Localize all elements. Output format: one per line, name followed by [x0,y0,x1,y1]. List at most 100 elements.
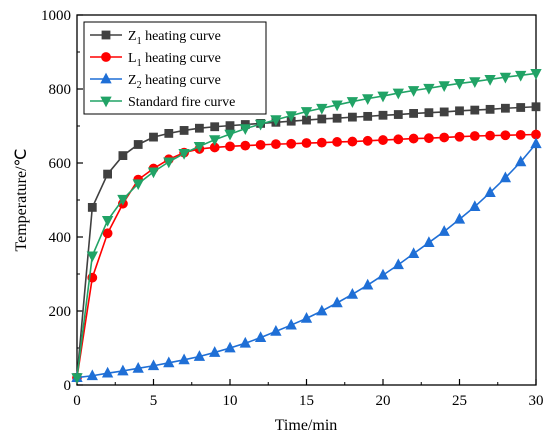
data-point [438,81,450,93]
data-point [149,132,158,142]
data-point [163,157,175,169]
data-point [270,115,282,127]
data-point [316,103,328,115]
data-point [515,70,527,82]
data-point [86,369,98,381]
legend-label: Z2 heating curve [128,73,221,91]
data-point [392,88,404,100]
y-tick-label: 800 [49,82,72,98]
data-point [377,268,389,280]
data-point [117,194,129,206]
data-point [469,77,481,88]
data-point [193,350,206,361]
data-point [147,167,160,179]
data-point [240,140,251,151]
data-point [530,137,542,149]
data-point [346,97,359,108]
data-point [102,228,113,239]
y-tick-label: 400 [49,230,72,246]
data-point [378,135,388,145]
legend-label-rest: heating curve [142,29,221,44]
data-point [485,104,495,114]
data-point [178,148,190,160]
data-point [347,112,357,122]
data-point [87,202,97,212]
y-tick-label: 1000 [41,8,71,24]
legend-label-main: Z [128,73,137,88]
legend-label: L1 heating curve [128,51,221,69]
series-line [76,133,537,378]
axis-ticks: 0 5 10 15 20 25 30 0 200 400 600 800 1000 [41,8,544,409]
data-point [225,141,235,152]
legend-label-main: Standard fire curve [128,95,235,110]
data-point [210,122,220,132]
data-point [439,132,450,143]
data-point [423,83,435,95]
series-line [76,143,537,379]
data-point [270,324,282,336]
data-point [118,151,128,161]
data-point [424,108,434,118]
data-point [285,111,297,122]
data-point [363,111,373,121]
data-point [470,105,480,115]
data-point [515,155,527,167]
data-point [178,353,190,365]
y-tick-label: 600 [49,156,72,172]
data-point [423,133,434,144]
data-point [392,258,404,270]
data-point [331,296,343,308]
data-point [332,113,342,123]
data-point [362,94,374,105]
data-point [530,69,542,80]
data-point [362,135,373,146]
legend-marker [101,30,111,40]
data-point [71,373,83,384]
data-point [362,278,374,290]
data-point [331,100,343,112]
data-point [499,171,512,183]
data-point [132,179,144,191]
data-point [316,137,327,148]
legend-label-subscript: 2 [137,80,142,91]
data-point [209,346,221,357]
data-point [133,140,143,149]
legend-label-rest: heating curve [142,51,221,66]
data-point [346,287,359,299]
data-point [332,137,343,147]
data-point [377,91,389,103]
data-point [484,74,496,86]
data-point [163,356,175,368]
data-point [438,225,450,236]
legend-label-main: Z [128,29,137,44]
data-point [225,121,235,131]
legend-item: Z1 heating curve [90,29,221,47]
data-point [499,72,512,84]
legend-label-rest: heating curve [142,73,221,88]
series-layer [71,69,542,384]
legend-marker [100,96,112,108]
x-tick-label: 25 [452,393,467,409]
legend-marker [100,72,112,84]
x-tick-label: 15 [299,393,314,409]
data-point [300,312,313,323]
data-point [239,336,251,348]
data-point [224,129,236,141]
data-point [455,106,464,116]
data-point [347,136,358,147]
data-point [453,212,466,224]
data-point [147,359,160,371]
data-point [407,247,420,259]
legend-item: Standard fire curve [90,95,235,110]
legend-item: L1 heating curve [90,51,221,69]
data-point [531,102,541,112]
x-tick-label: 5 [150,393,158,409]
legend-marker [101,52,111,62]
data-point [254,331,267,343]
legend-label-main: L [128,51,137,66]
data-point [101,215,114,227]
legend-label: Standard fire curve [128,95,235,110]
data-point [194,123,204,133]
series-3 [71,137,542,383]
